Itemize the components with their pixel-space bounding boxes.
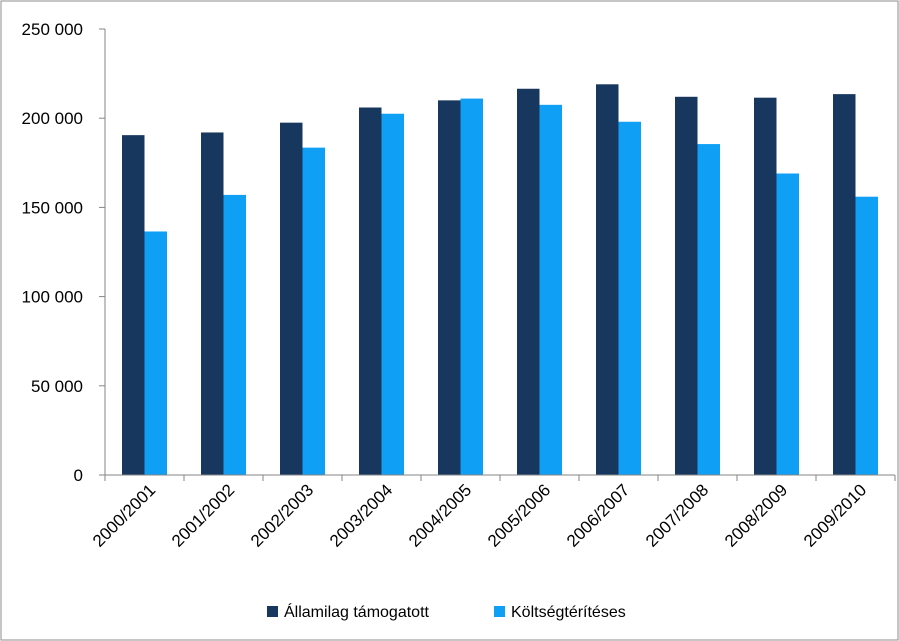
bar-koltseg-2007-2008 — [697, 144, 720, 475]
bar-koltseg-2002-2003 — [302, 147, 325, 475]
y-tick-label: 250 000 — [22, 20, 83, 39]
bar-koltseg-2001-2002 — [223, 194, 246, 475]
bar-allamilag-2002-2003 — [280, 122, 303, 475]
bar-allamilag-2005-2006 — [517, 88, 540, 475]
bar-allamilag-2001-2002 — [201, 132, 224, 475]
y-tick-label: 100 000 — [22, 288, 83, 307]
bar-koltseg-2009-2010 — [855, 196, 878, 475]
bars-layer — [122, 84, 878, 476]
legend-label-koltseg: Költségtérítéses — [511, 604, 626, 621]
bar-allamilag-2007-2008 — [675, 96, 698, 475]
bar-allamilag-2008-2009 — [754, 97, 777, 476]
legend: Államilag támogatott Költségtérítéses — [267, 602, 626, 621]
legend-label-allamilag: Államilag támogatott — [284, 602, 430, 621]
y-tick-label: 150 000 — [22, 198, 83, 217]
bar-koltseg-2000-2001 — [144, 231, 167, 475]
bar-koltseg-2005-2006 — [539, 104, 562, 475]
y-tick-label: 50 000 — [31, 377, 83, 396]
bar-allamilag-2004-2005 — [438, 100, 461, 476]
bar-allamilag-2000-2001 — [122, 135, 145, 475]
y-tick-label: 200 000 — [22, 109, 83, 128]
bar-koltseg-2004-2005 — [460, 98, 483, 475]
bar-allamilag-2003-2004 — [359, 107, 382, 475]
legend-swatch-koltseg — [494, 606, 505, 617]
bar-koltseg-2006-2007 — [618, 121, 641, 476]
y-tick-label: 0 — [74, 466, 83, 485]
bar-allamilag-2009-2010 — [833, 94, 856, 476]
legend-swatch-allamilag — [267, 606, 278, 617]
bar-koltseg-2008-2009 — [776, 173, 799, 475]
bar-koltseg-2003-2004 — [381, 113, 404, 476]
bar-allamilag-2006-2007 — [596, 84, 619, 476]
